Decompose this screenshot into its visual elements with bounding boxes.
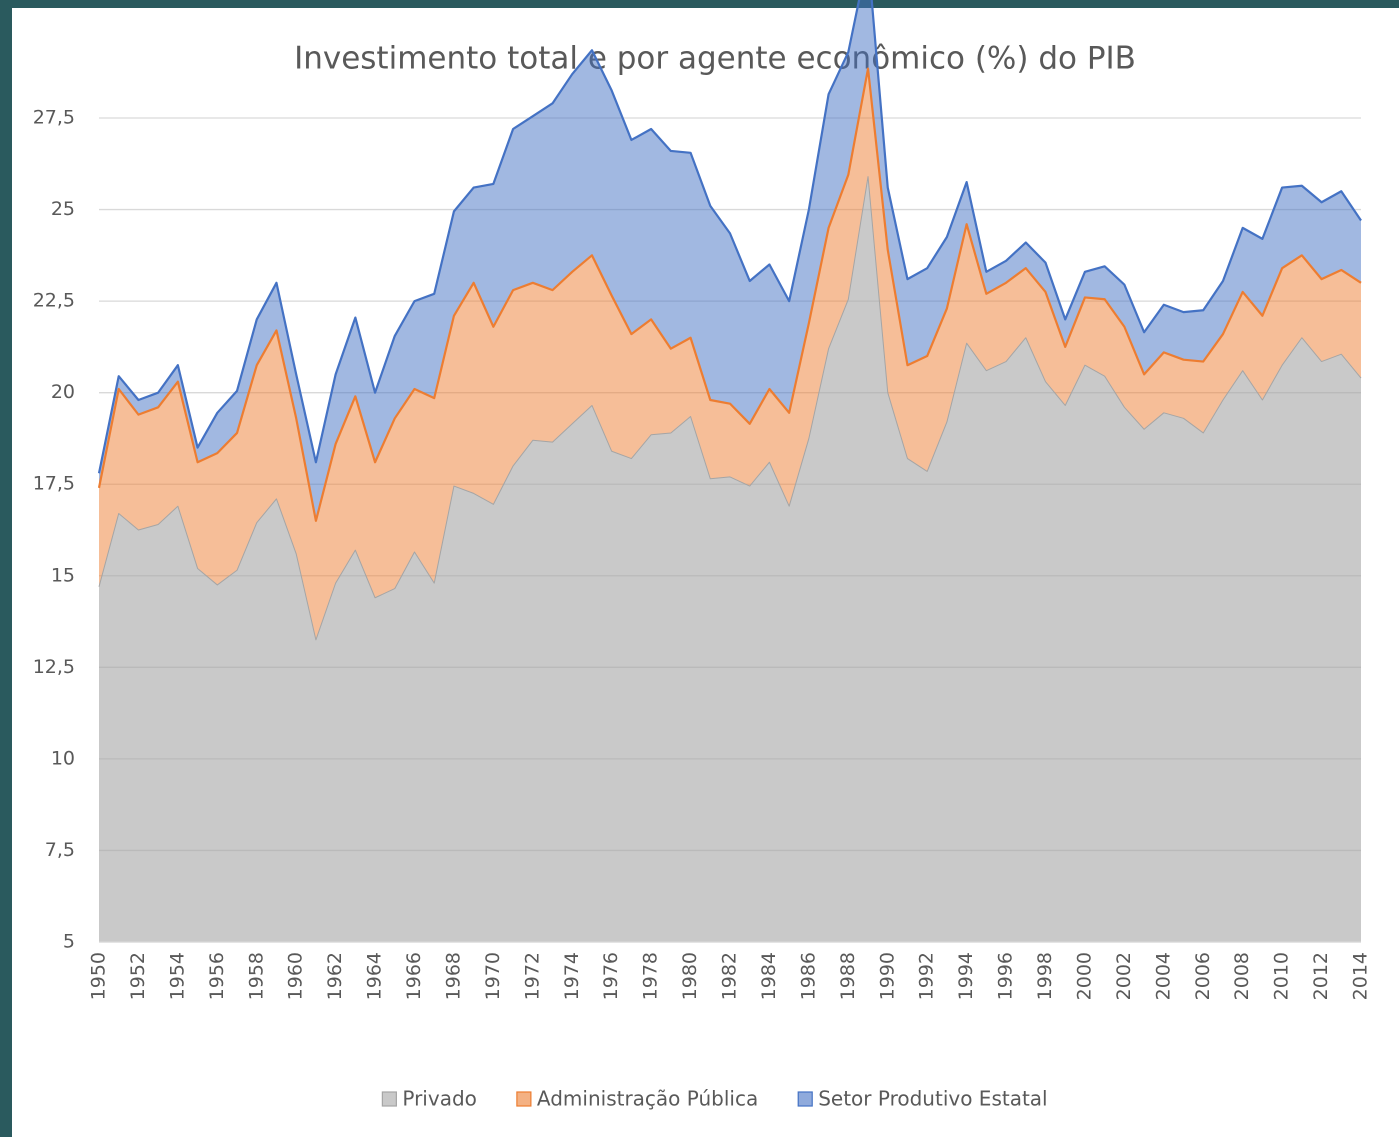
area-line xyxy=(97,67,1362,522)
x-tick-label: 1988 xyxy=(837,952,859,1000)
x-tick-label: 1974 xyxy=(561,952,583,1000)
y-tick-label: 5 xyxy=(63,931,75,953)
x-tick-label: 1976 xyxy=(600,952,622,1000)
legend-label: Setor Produtivo Estatal xyxy=(818,1087,1047,1111)
y-tick-label: 27,5 xyxy=(33,107,75,129)
x-tick-label: 1986 xyxy=(797,952,819,1000)
x-tick-label: 2010 xyxy=(1271,952,1293,1000)
x-tick-label: 1984 xyxy=(758,952,780,1000)
x-tick-label: 1964 xyxy=(364,952,386,1000)
area-fill xyxy=(99,176,1361,942)
x-tick-label: 2012 xyxy=(1310,952,1332,1000)
y-tick-label: 7,5 xyxy=(45,839,75,861)
x-tick-label: 2014 xyxy=(1350,952,1372,1000)
x-tick-label: 1996 xyxy=(995,952,1017,1000)
x-tick-label: 1954 xyxy=(166,952,188,1000)
legend-swatch xyxy=(516,1091,532,1107)
y-tick-label: 20 xyxy=(51,381,75,403)
y-tick-label: 15 xyxy=(51,564,75,586)
legend-label: Privado xyxy=(402,1087,477,1111)
y-tick-label: 10 xyxy=(51,747,75,769)
area-fill xyxy=(99,0,1361,521)
area-line xyxy=(97,0,1362,474)
x-tick-label: 1978 xyxy=(640,952,662,1000)
x-tick-label: 2006 xyxy=(1192,952,1214,1000)
y-tick-label: 12,5 xyxy=(33,656,75,678)
x-tick-label: 1968 xyxy=(442,952,464,1000)
x-tick-label: 1952 xyxy=(127,952,149,1000)
legend-swatch xyxy=(381,1091,397,1107)
area-fill xyxy=(99,68,1361,640)
x-tick-label: 2000 xyxy=(1073,952,1095,1000)
x-tick-label: 1962 xyxy=(324,952,346,1000)
x-tick-label: 1966 xyxy=(403,952,425,1000)
area-line xyxy=(98,176,1362,641)
x-tick-label: 1990 xyxy=(876,952,898,1000)
x-tick-label: 1980 xyxy=(679,952,701,1000)
y-tick-label: 22,5 xyxy=(33,290,75,312)
y-tick-label: 17,5 xyxy=(33,473,75,495)
x-tick-label: 1992 xyxy=(916,952,938,1000)
x-tick-label: 1960 xyxy=(285,952,307,1000)
legend-label: Administração Pública xyxy=(537,1087,758,1111)
x-tick-label: 1972 xyxy=(521,952,543,1000)
y-tick-label: 25 xyxy=(51,198,75,220)
x-tick-label: 1956 xyxy=(206,952,228,1000)
chart-title: Investimento total e por agente econômic… xyxy=(294,41,1136,77)
x-tick-label: 2004 xyxy=(1152,952,1174,1000)
x-tick-label: 1950 xyxy=(88,952,110,1000)
x-tick-label: 2008 xyxy=(1231,952,1253,1000)
x-tick-label: 1998 xyxy=(1034,952,1056,1000)
x-tick-label: 1970 xyxy=(482,952,504,1000)
x-tick-label: 1982 xyxy=(719,952,741,1000)
x-tick-label: 2002 xyxy=(1113,952,1135,1000)
x-tick-label: 1994 xyxy=(955,952,977,1000)
x-tick-label: 1958 xyxy=(245,952,267,1000)
legend-swatch xyxy=(797,1091,813,1107)
